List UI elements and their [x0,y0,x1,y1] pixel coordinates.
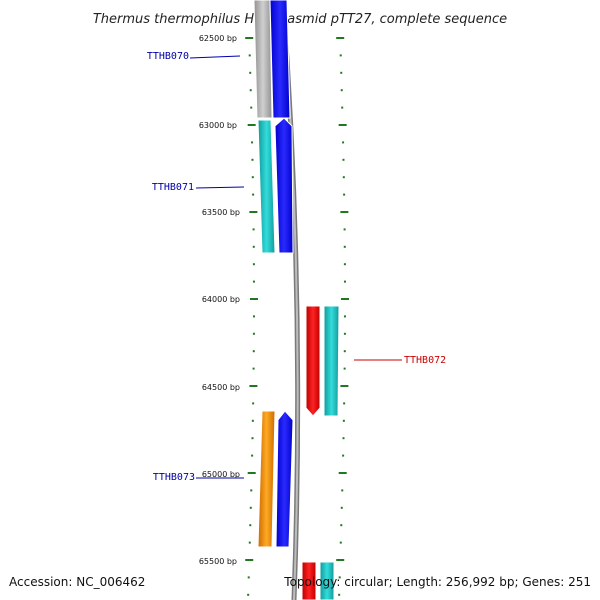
tick-label: 64500 bp [202,383,240,392]
gene-label[interactable]: TTHB071 [152,182,194,193]
inner-ruler [245,37,258,596]
cds-feature-blue[interactable] [274,117,294,254]
gene-label[interactable]: TTHB070 [147,51,189,62]
cds-feature-red[interactable] [305,305,321,417]
gene-label-group[interactable]: TTHB073 [153,472,244,483]
gene-feature-cyan[interactable] [323,305,340,417]
outer-ruler [336,37,349,596]
cds-feature-blue[interactable] [269,0,291,119]
map-title: Thermus thermophilus HB8 plasmid pTT27, … [93,12,507,27]
tick-labels: 62500 bp 63000 bp 63500 bp 64000 bp 6450… [199,34,240,566]
gene-feature-orange[interactable] [257,410,276,548]
tick-label: 65500 bp [199,557,237,566]
cds-feature-blue[interactable] [275,410,294,548]
accession-label: Accession: NC_006462 [9,575,145,589]
tick-label: 63500 bp [202,208,240,217]
gene-feature-cyan[interactable] [319,561,335,600]
gene-label-group[interactable]: TTHB071 [152,182,245,193]
tick-label: 64000 bp [202,295,240,304]
tick-label: 65000 bp [202,470,240,479]
gene-label-group[interactable]: TTHB072 [354,355,446,366]
leader-line [189,55,241,59]
gene-feature-gray[interactable] [253,0,273,119]
gene-label[interactable]: TTHB073 [153,472,195,483]
leader-line [195,186,245,189]
tick-label: 62500 bp [199,34,237,43]
gene-feature-cyan[interactable] [257,119,276,254]
gene-label[interactable]: TTHB072 [404,355,446,366]
gene-label-group[interactable]: TTHB070 [147,51,241,62]
cds-feature-red[interactable] [301,561,317,600]
tick-label: 63000 bp [199,121,237,130]
summary-label: Topology: circular; Length: 256,992 bp; … [283,575,591,589]
